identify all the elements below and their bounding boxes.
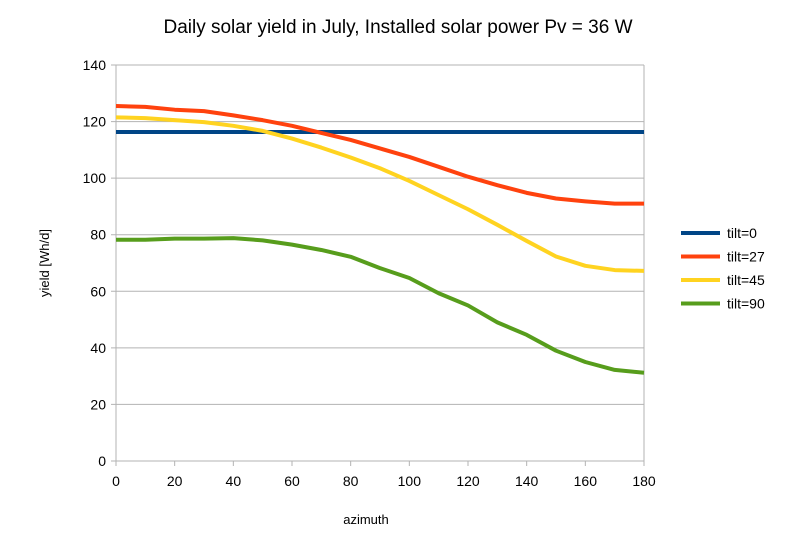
series-line-tilt-90 — [116, 236, 645, 375]
legend-label: tilt=0 — [727, 225, 757, 241]
y-axis: 0 20 40 60 80 100 120 140 — [83, 57, 107, 469]
y-tick-label: 140 — [83, 57, 107, 73]
y-axis-label: yield [Wh/d] — [37, 229, 52, 297]
x-tick-label: 60 — [284, 473, 300, 489]
y-tick-label: 20 — [90, 396, 106, 412]
x-tick-label: 0 — [112, 473, 120, 489]
x-axis: 0 20 40 60 80 100 120 140 160 180 — [112, 461, 656, 489]
x-tick-label: 140 — [515, 473, 539, 489]
y-tick-label: 100 — [83, 170, 107, 186]
legend-label: tilt=90 — [727, 296, 765, 312]
series-lines — [115, 104, 645, 375]
legend-label: tilt=45 — [727, 272, 765, 288]
x-tick-label: 100 — [398, 473, 422, 489]
series-line-tilt-45 — [115, 115, 645, 273]
x-tick-label: 180 — [632, 473, 656, 489]
x-tick-label: 160 — [574, 473, 598, 489]
series-line-tilt-27 — [115, 104, 644, 206]
x-tick-label: 80 — [343, 473, 359, 489]
y-tick-label: 40 — [90, 340, 106, 356]
x-tick-label: 20 — [167, 473, 183, 489]
legend: tilt=0 tilt=27 tilt=45 tilt=90 — [681, 225, 765, 312]
y-tick-label: 0 — [98, 453, 106, 469]
chart-title: Daily solar yield in July, Installed sol… — [163, 17, 632, 38]
x-tick-label: 120 — [456, 473, 480, 489]
legend-label: tilt=27 — [727, 249, 765, 265]
x-tick-label: 40 — [226, 473, 242, 489]
y-tick-label: 80 — [90, 227, 106, 243]
y-tick-label: 60 — [90, 283, 106, 299]
y-tick-label: 120 — [83, 114, 107, 130]
x-axis-label: azimuth — [343, 512, 389, 527]
